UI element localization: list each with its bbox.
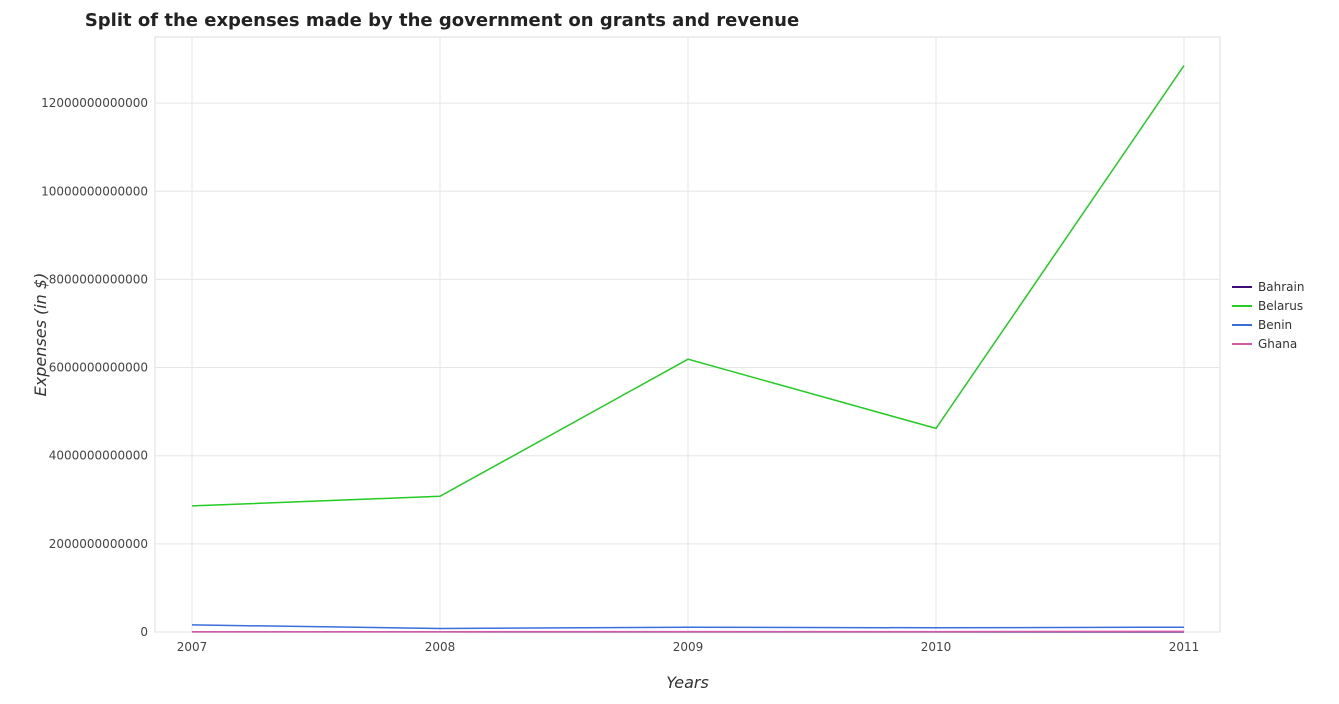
y-tick-label: 10000000000000: [41, 184, 148, 198]
x-axis-label: Years: [666, 673, 709, 692]
y-tick-label: 0: [140, 625, 148, 639]
legend-label: Ghana: [1258, 337, 1297, 351]
x-tick-label: 2010: [921, 640, 952, 654]
chart-title: Split of the expenses made by the govern…: [85, 10, 799, 31]
legend-label: Benin: [1258, 318, 1292, 332]
y-tick-label: 2000000000000: [49, 537, 148, 551]
x-tick-label: 2008: [425, 640, 456, 654]
y-tick-label: 4000000000000: [49, 449, 148, 463]
legend-label: Bahrain: [1258, 280, 1304, 294]
x-tick-label: 2009: [673, 640, 704, 654]
y-tick-label: 8000000000000: [49, 272, 148, 286]
y-tick-label: 12000000000000: [41, 96, 148, 110]
x-tick-label: 2007: [177, 640, 208, 654]
y-axis-label: Expenses (in $): [31, 273, 50, 397]
y-tick-label: 6000000000000: [49, 361, 148, 375]
legend-label: Belarus: [1258, 299, 1303, 313]
x-tick-label: 2011: [1169, 640, 1200, 654]
